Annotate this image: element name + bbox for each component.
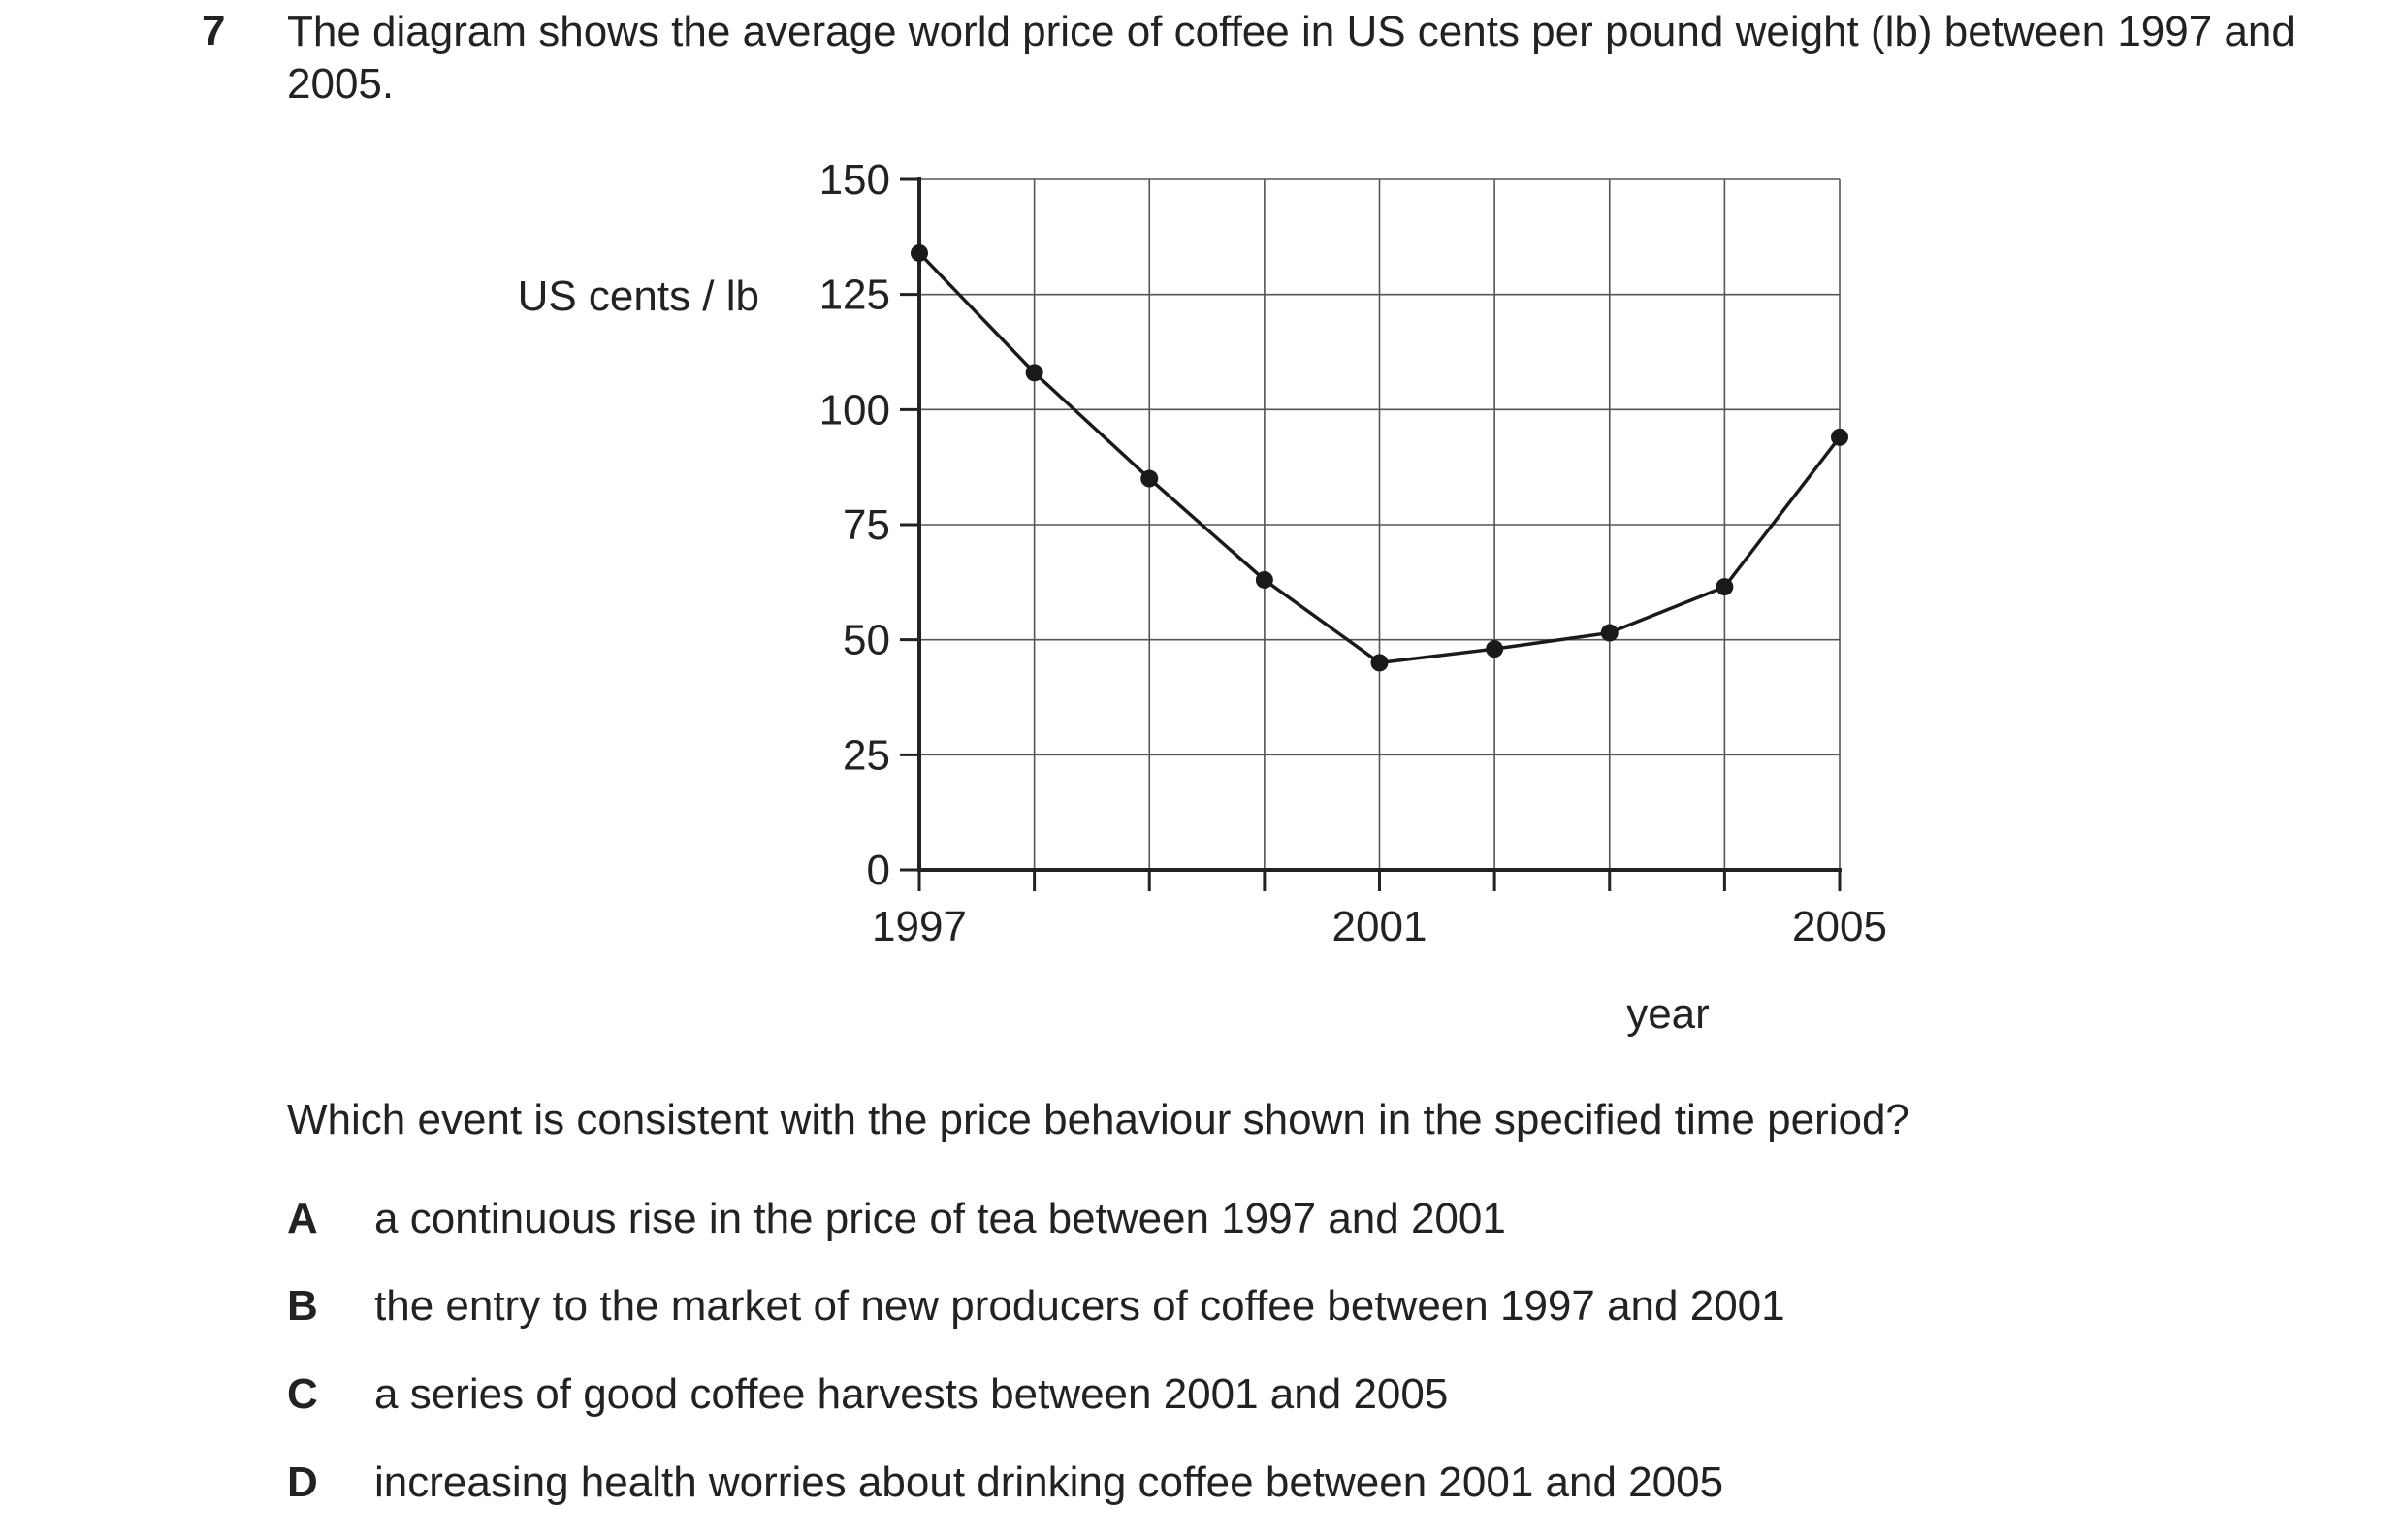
x-tick-label: 1997 [872,903,967,950]
y-tick-label: 150 [819,156,890,204]
chart-labels: US cents / lb year 0 25 50 75 100 125 150 1997 2… [518,156,1887,1038]
y-tick-label: 100 [819,386,890,433]
question-number: 7 [202,7,226,54]
chart-grid [919,178,1841,870]
option-text: a continuous rise in the price of tea be… [374,1195,1506,1242]
y-tick-label: 0 [867,847,890,894]
x-tick-label: 2001 [1332,903,1427,950]
question-stem: The diagram shows the average world pric… [287,8,2295,108]
data-point [1486,640,1504,658]
data-point [1370,654,1389,672]
x-axis-label: year [1626,990,1710,1038]
question-prompt: Which event is consistent with the price… [287,1096,1909,1143]
y-tick-label: 75 [843,501,890,549]
option-text: increasing health worries about drinking… [374,1459,1724,1506]
option-letter: D [287,1459,318,1506]
coffee-price-chart: US cents / lb year 0 25 50 75 100 125 150 1997 2… [518,156,1887,1038]
data-point [911,243,928,262]
data-point [1600,624,1619,642]
y-tick-label: 50 [843,617,890,664]
y-tick-label: 25 [843,731,890,779]
chart-axes [900,177,1842,891]
option-letter: C [287,1370,318,1418]
y-axis-label: US cents / lb [518,273,759,320]
chart-series [911,243,1848,672]
option-text: a series of good coffee harvests between… [374,1370,1449,1418]
data-point [1025,364,1043,382]
data-point [1831,428,1848,446]
option-text: the entry to the market of new producers… [374,1282,1785,1330]
x-tick-label: 2005 [1792,903,1887,950]
option-letter: B [287,1282,318,1330]
option-letter: A [287,1195,318,1242]
data-point [1255,570,1273,589]
data-point [1716,578,1734,596]
data-point [1140,469,1159,488]
y-tick-label: 125 [819,272,890,319]
